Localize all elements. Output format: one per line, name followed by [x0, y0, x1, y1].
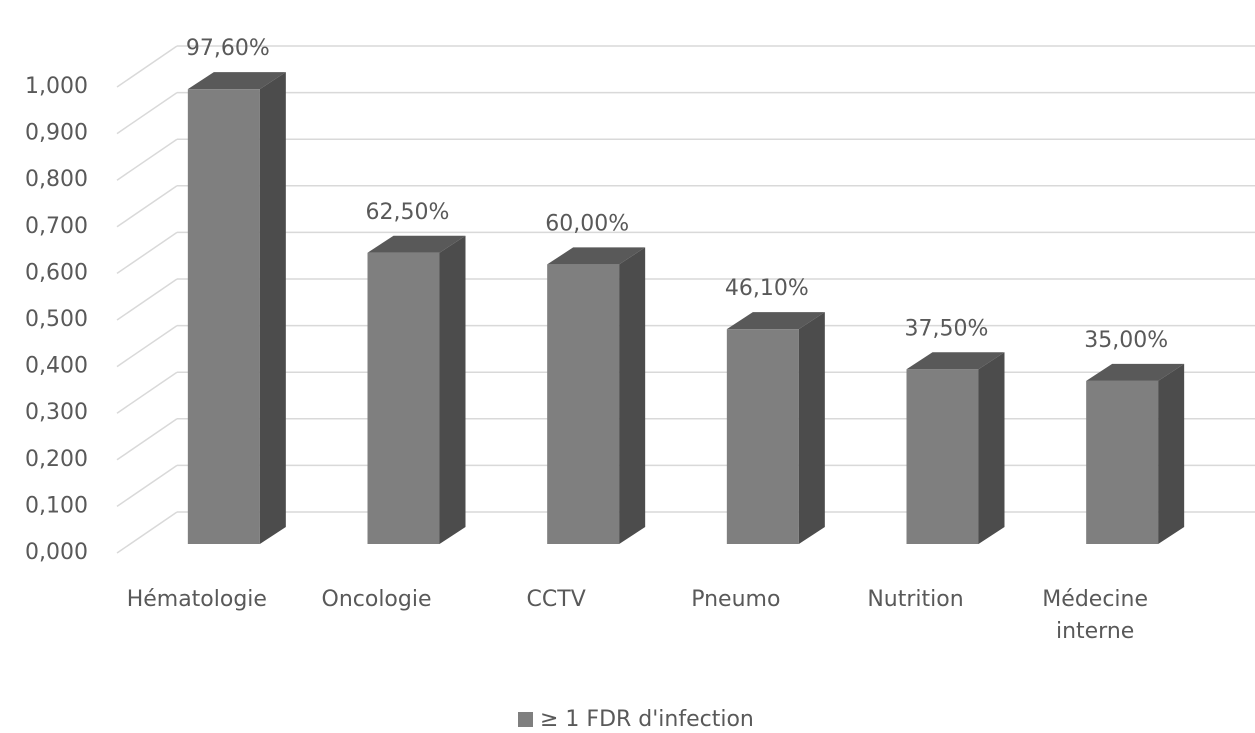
grid-line-side — [116, 231, 178, 275]
bar-front — [547, 264, 620, 544]
bar-top — [547, 247, 646, 265]
x-tick-label: Pneumo — [691, 587, 781, 612]
legend-label: ≥ 1 FDR d'infection — [540, 707, 754, 732]
x-tick-label: Hématologie — [126, 587, 267, 612]
bar-front — [187, 89, 260, 545]
bar-side — [798, 312, 825, 544]
grid-line-side — [116, 278, 178, 321]
y-tick-label: 0,100 — [25, 493, 88, 518]
value-label: 35,00% — [1084, 328, 1168, 353]
y-tick-label: 0,700 — [25, 214, 88, 239]
grid-line-side — [116, 371, 178, 414]
bar-side — [439, 235, 466, 544]
y-tick-label: 1,000 — [25, 74, 88, 99]
y-tick-label: 0,300 — [25, 400, 88, 425]
grid-line-side — [116, 138, 178, 181]
value-label: 97,60% — [186, 36, 270, 61]
bar-top — [187, 72, 286, 90]
y-tick-label: 0,400 — [25, 354, 88, 379]
bar-front — [367, 252, 440, 544]
bar-side — [259, 72, 286, 545]
bar-front — [1086, 380, 1159, 544]
bar-front — [906, 369, 979, 544]
grid-line-side — [116, 45, 178, 88]
y-tick-label: 0,200 — [25, 447, 88, 472]
x-tick-label: CCTV — [526, 587, 586, 612]
value-label: 46,10% — [725, 276, 809, 301]
bar-side — [1158, 363, 1185, 544]
value-label: 60,00% — [545, 211, 629, 236]
grid-line-side — [116, 418, 178, 461]
grid-line-side — [116, 91, 178, 135]
grid-line-side — [116, 464, 178, 508]
x-tick-label: Médecine interne — [1042, 587, 1148, 644]
bar-top — [726, 312, 825, 330]
y-tick-label: 0,000 — [25, 540, 88, 565]
grid-line-side — [116, 185, 178, 228]
bar-front — [726, 329, 799, 544]
bar-side — [978, 352, 1005, 544]
bar-top — [367, 235, 466, 253]
y-tick-label: 0,900 — [25, 121, 88, 146]
value-label: 37,50% — [905, 316, 989, 341]
bar-side — [619, 247, 646, 544]
x-tick-label: Oncologie — [321, 587, 432, 612]
y-tick-label: 0,500 — [25, 307, 88, 332]
bar-top — [1086, 363, 1185, 381]
grid-line-side — [116, 511, 178, 554]
legend-swatch — [518, 712, 533, 727]
value-label: 62,50% — [366, 200, 450, 225]
bar-top — [906, 352, 1005, 370]
y-tick-label: 0,800 — [25, 167, 88, 192]
x-tick-label: Nutrition — [867, 587, 964, 612]
y-tick-label: 0,600 — [25, 260, 88, 285]
grid-line-side — [116, 324, 178, 368]
